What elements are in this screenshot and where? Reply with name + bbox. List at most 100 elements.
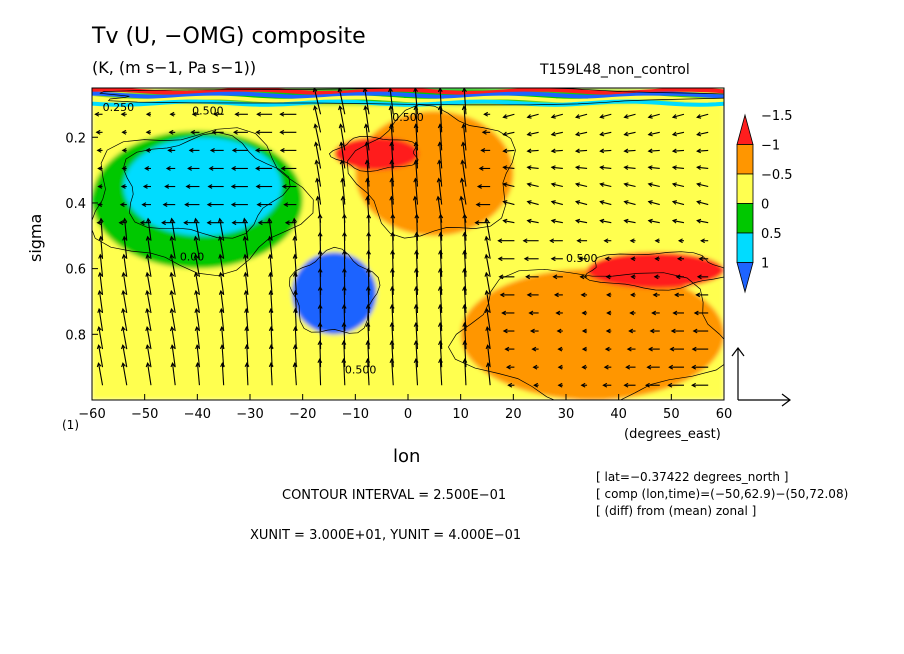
vector-42 — [145, 271, 152, 296]
vector-320 — [575, 113, 588, 119]
vector-340 — [599, 182, 612, 188]
colorbar-label: −0.5 — [761, 168, 793, 183]
x-tick-label: 30 — [558, 407, 575, 422]
vector-283 — [501, 310, 515, 316]
vector-205 — [389, 321, 395, 350]
vector-221 — [413, 321, 419, 350]
colorbar-swatch — [736, 144, 754, 175]
vector-213 — [413, 177, 419, 205]
vector-66 — [188, 148, 200, 153]
vector-365 — [626, 346, 636, 352]
vector-376 — [654, 256, 660, 262]
vector-295 — [522, 238, 539, 244]
vector-32 — [145, 111, 151, 117]
vector-296 — [523, 256, 539, 262]
field-patch-3 — [292, 252, 377, 335]
vector-164 — [339, 159, 346, 187]
vector-333 — [581, 346, 588, 352]
vector-231 — [438, 213, 444, 241]
vector-103 — [242, 217, 249, 241]
vector-188 — [365, 303, 371, 332]
vector-375 — [654, 238, 660, 244]
vector-12 — [97, 307, 104, 332]
vector-1 — [95, 129, 103, 135]
vector-108 — [244, 307, 249, 332]
vector-261 — [475, 202, 491, 207]
vector-369 — [647, 131, 660, 137]
vector-50 — [167, 148, 176, 153]
vector-215 — [414, 213, 420, 241]
vector-248 — [462, 231, 468, 259]
vector-237 — [437, 321, 443, 350]
x-axis-label: lon — [393, 446, 421, 467]
vector-131 — [280, 166, 297, 171]
vector-94 — [219, 344, 225, 368]
colorbar-label: −1.5 — [761, 109, 793, 124]
colorbar-label: 1 — [761, 257, 769, 272]
vector-377 — [653, 274, 660, 280]
y-tick-label: 0.4 — [65, 197, 86, 212]
vector-146 — [313, 123, 322, 151]
vector-355 — [623, 165, 636, 171]
colorbar-label: 0.5 — [761, 227, 782, 242]
vector-412 — [692, 328, 709, 334]
vector-141 — [293, 325, 298, 350]
vector-175 — [341, 358, 347, 386]
panel-label: (1) — [62, 418, 79, 432]
vector-254 — [462, 340, 468, 368]
vector-143 — [292, 362, 298, 386]
x-tick-label: −40 — [184, 407, 211, 422]
vector-414 — [691, 364, 709, 370]
vector-194 — [388, 123, 394, 151]
vector-27 — [121, 289, 128, 314]
vector-262 — [474, 220, 491, 226]
vector-91 — [218, 289, 225, 314]
vector-280 — [497, 256, 515, 262]
vector-74 — [193, 271, 200, 295]
vector-51 — [165, 166, 176, 171]
vector-242 — [461, 123, 467, 151]
vector-367 — [623, 382, 636, 388]
vector-347 — [606, 310, 612, 316]
y-axis-ticks: 0.2 0.4 0.6 0.8 — [65, 131, 98, 343]
vector-344 — [604, 256, 612, 262]
colorbar-label: 0 — [761, 198, 769, 213]
vector-378 — [652, 292, 660, 298]
vector-120 — [267, 235, 273, 259]
vector-234 — [438, 267, 443, 295]
vector-117 — [256, 202, 273, 207]
vector-11 — [97, 289, 104, 314]
vector-309 — [550, 200, 563, 206]
vector-46 — [145, 344, 152, 368]
vector-326 — [574, 218, 588, 224]
vector-281 — [498, 274, 515, 280]
vector-60 — [169, 307, 176, 332]
vector-284 — [502, 328, 515, 334]
vector-325 — [574, 200, 588, 206]
vector-76 — [194, 307, 200, 332]
y-tick-label: 0.6 — [65, 263, 86, 278]
vector-113 — [255, 129, 273, 135]
meta-composite: [ comp (lon,time)=(−50,62.9)−(50,72.08) — [596, 487, 849, 501]
vector-362 — [630, 292, 636, 298]
vector-204 — [389, 303, 395, 332]
vector-201 — [390, 249, 395, 277]
vector-249 — [462, 249, 467, 277]
vector-352 — [623, 113, 636, 119]
vector-386 — [671, 148, 685, 154]
vector-319 — [557, 382, 563, 388]
vector-165 — [340, 177, 346, 205]
vector-228 — [437, 159, 443, 187]
vector-64 — [191, 111, 200, 117]
vector-47 — [145, 362, 152, 386]
upper-stripe-1 — [92, 91, 724, 99]
colorbar-swatch — [736, 203, 754, 234]
vector-172 — [341, 303, 347, 332]
vector-37 — [141, 202, 151, 207]
vector-357 — [623, 200, 636, 206]
contour-line-5 — [328, 136, 419, 172]
vector-244 — [460, 159, 467, 187]
vector-256 — [483, 111, 491, 117]
vector-84 — [207, 184, 224, 189]
